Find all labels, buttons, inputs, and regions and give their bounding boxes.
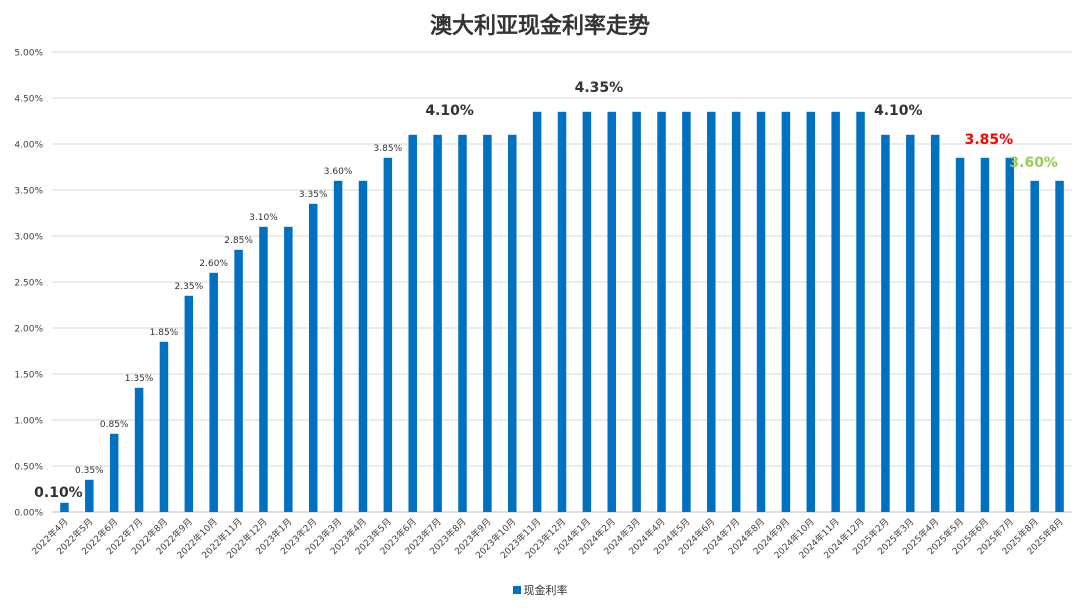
data-label: 3.60%	[324, 167, 353, 177]
bar	[707, 111, 716, 513]
y-tick-label: 0.00%	[14, 509, 43, 519]
bar	[483, 134, 492, 513]
bar	[159, 341, 169, 512]
y-tick-label: 2.00%	[14, 325, 43, 335]
bar	[308, 203, 318, 513]
bar	[458, 134, 467, 513]
bar	[831, 111, 840, 513]
bar	[333, 180, 343, 513]
legend: 现金利率	[0, 582, 1080, 598]
bar	[806, 111, 816, 513]
y-tick-label: 2.50%	[14, 279, 43, 289]
bar	[607, 111, 617, 513]
data-label: 1.35%	[125, 374, 154, 384]
data-label: 3.60%	[1009, 155, 1058, 171]
data-label: 4.35%	[575, 80, 624, 96]
data-label: 0.35%	[75, 466, 104, 476]
bar	[85, 479, 94, 512]
bar	[731, 111, 741, 513]
data-label: 3.35%	[299, 190, 328, 200]
bar	[756, 111, 766, 513]
data-label: 0.10%	[34, 485, 83, 501]
data-label: 4.10%	[874, 103, 923, 119]
bar	[358, 180, 368, 513]
bar	[557, 111, 567, 513]
data-label: 3.85%	[965, 132, 1014, 148]
bar	[383, 157, 393, 513]
bar	[408, 134, 417, 513]
bar	[582, 111, 592, 513]
y-tick-label: 5.00%	[14, 49, 43, 59]
data-label: 4.10%	[425, 103, 474, 119]
bar	[1005, 157, 1015, 513]
y-tick-label: 3.50%	[14, 187, 43, 197]
data-label: 1.85%	[150, 328, 179, 338]
bar	[284, 226, 293, 513]
data-label: 2.60%	[199, 259, 228, 269]
bar	[1055, 180, 1064, 513]
bar	[60, 502, 69, 512]
data-label: 3.10%	[249, 213, 278, 223]
y-tick-label: 4.50%	[14, 95, 43, 105]
y-tick-label: 1.50%	[14, 371, 43, 381]
y-tick-label: 4.00%	[14, 141, 43, 151]
bar	[682, 111, 691, 513]
chart-title: 澳大利亚现金利率走势	[429, 14, 650, 39]
bar	[906, 134, 915, 513]
bar	[209, 272, 218, 512]
y-tick-label: 3.00%	[14, 233, 43, 243]
legend-label: 现金利率	[523, 584, 568, 597]
bar	[980, 157, 990, 513]
bar	[134, 387, 144, 512]
data-label: 3.85%	[374, 144, 403, 154]
bar	[259, 226, 268, 513]
bar	[507, 134, 517, 513]
y-tick-label: 0.50%	[14, 463, 43, 473]
bar	[532, 111, 542, 513]
data-label: 0.85%	[100, 420, 129, 430]
bar	[433, 134, 442, 513]
bar	[881, 134, 890, 513]
bar	[955, 157, 965, 513]
bar	[657, 111, 666, 513]
data-label: 2.85%	[224, 236, 253, 246]
data-label: 2.35%	[175, 282, 204, 292]
bar	[234, 249, 243, 513]
bar	[930, 134, 940, 513]
legend-swatch	[512, 586, 521, 594]
bar	[856, 111, 865, 513]
bar	[1030, 180, 1039, 513]
bar	[632, 111, 641, 513]
bar	[781, 111, 791, 513]
bar	[184, 295, 194, 512]
y-tick-label: 1.00%	[14, 417, 43, 427]
bar	[109, 433, 119, 512]
